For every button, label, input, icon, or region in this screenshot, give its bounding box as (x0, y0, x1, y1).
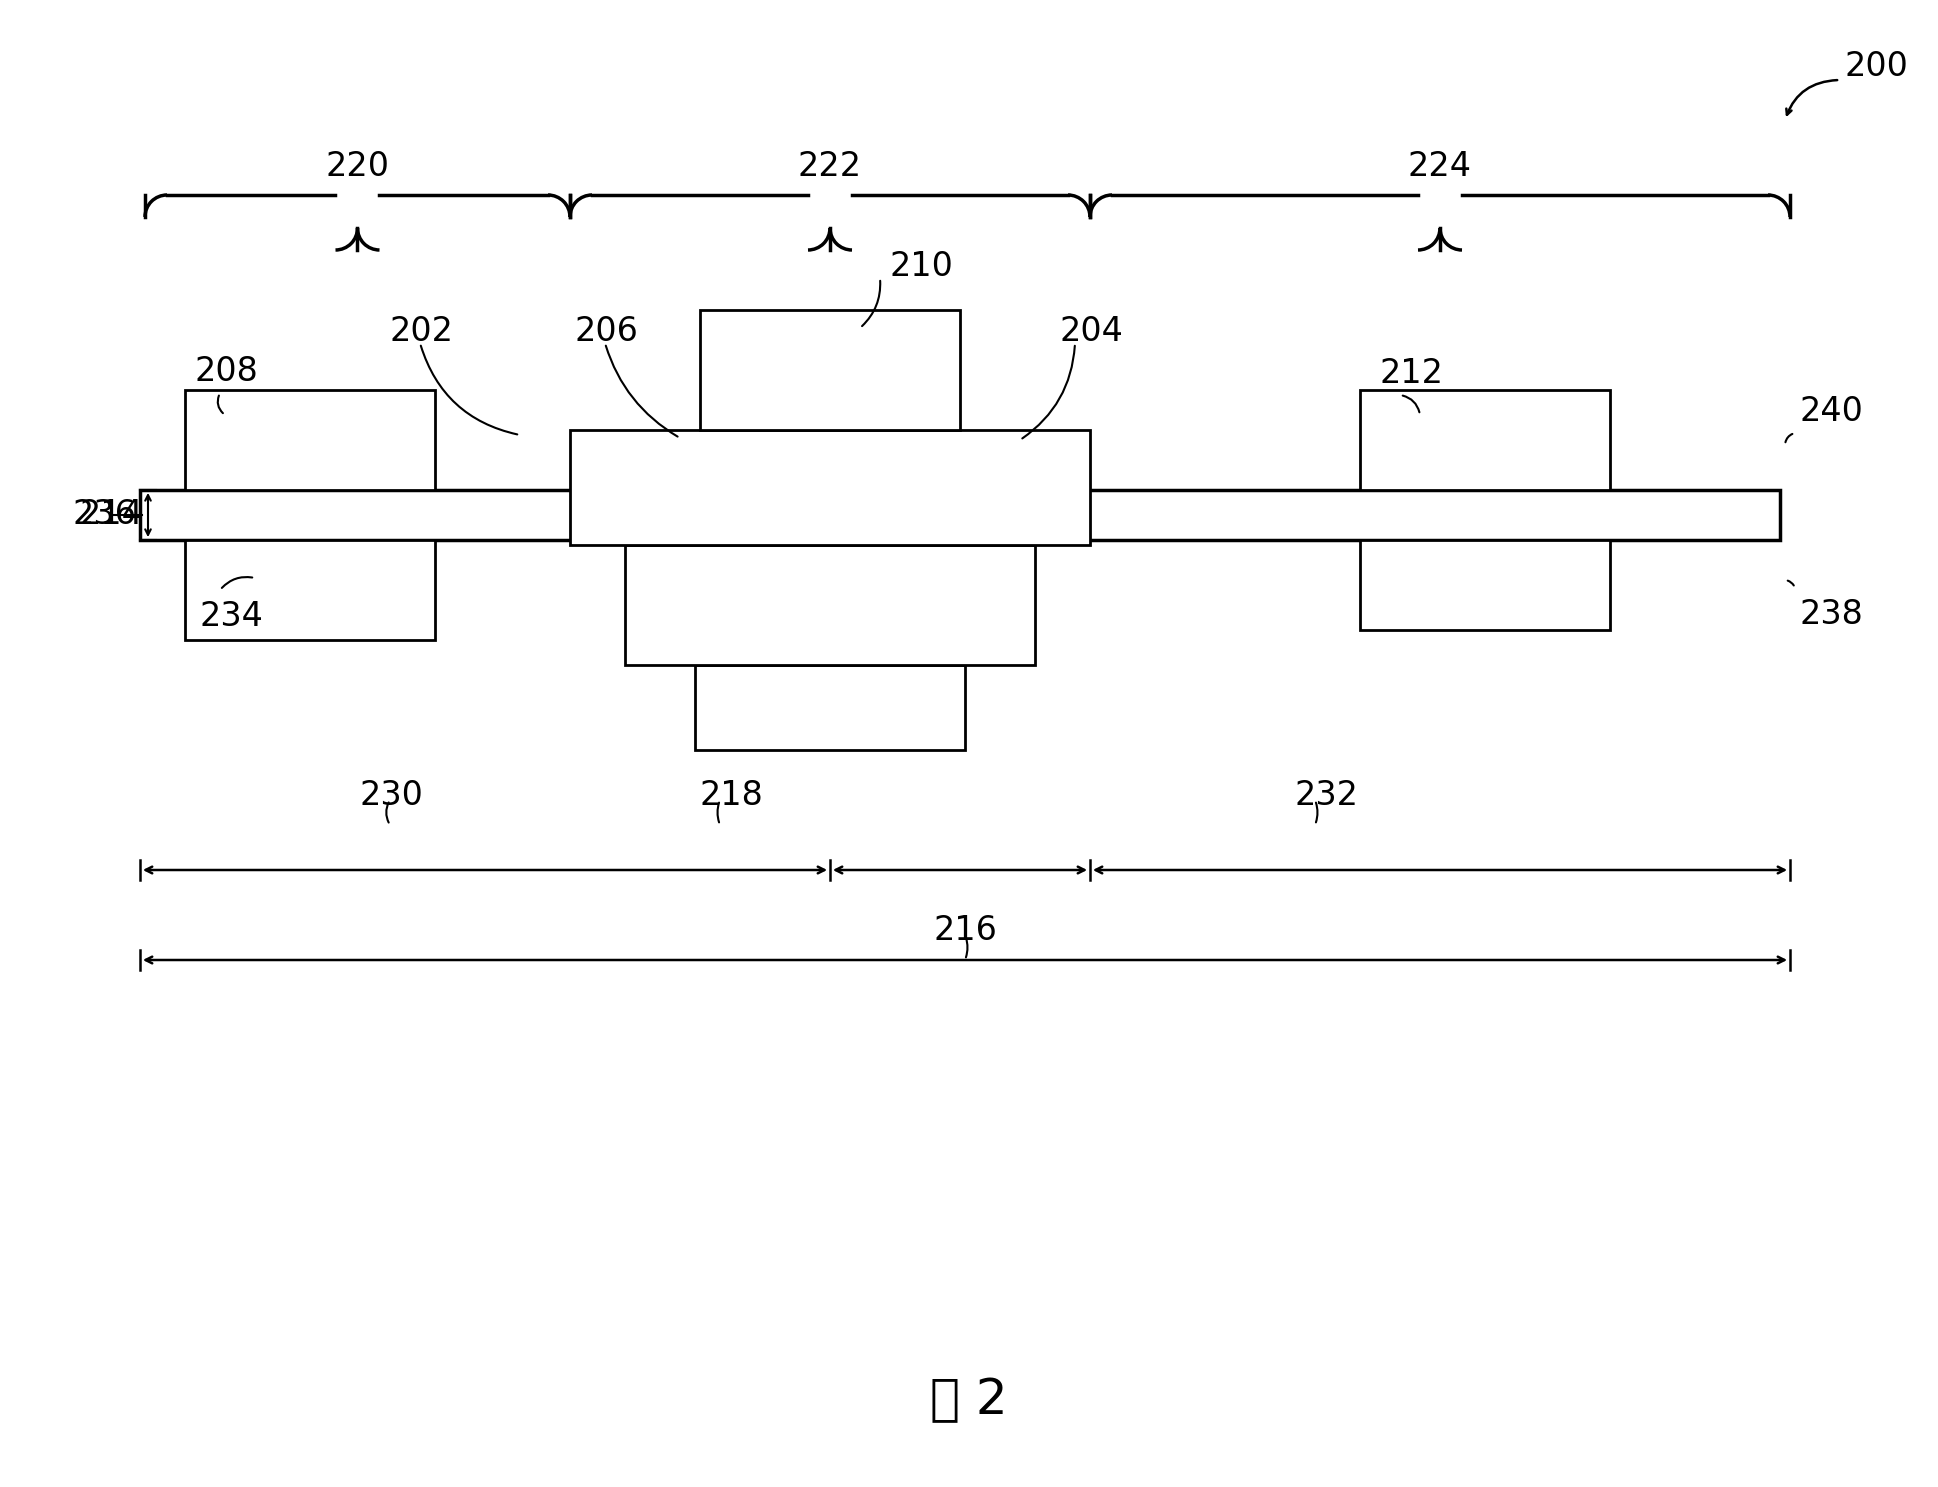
Text: 220: 220 (326, 150, 390, 183)
Bar (570, 430, 1089, 546)
Text: 图 2: 图 2 (930, 1375, 1008, 1425)
Bar (140, 491, 1779, 540)
Text: 222: 222 (798, 150, 862, 183)
Bar (1360, 540, 1610, 630)
Bar (184, 540, 434, 639)
Text: 202: 202 (390, 315, 453, 348)
Bar (184, 390, 434, 491)
Text: 230: 230 (360, 779, 424, 812)
Text: 238: 238 (1800, 598, 1864, 630)
Bar (696, 665, 965, 749)
Text: 240: 240 (1800, 396, 1864, 428)
Bar (1360, 390, 1610, 491)
Text: 208: 208 (196, 355, 260, 388)
Text: 236: 236 (72, 498, 136, 531)
Text: 204: 204 (1060, 315, 1124, 348)
Text: 210: 210 (890, 250, 953, 283)
Text: 200: 200 (1845, 51, 1909, 83)
Bar (700, 309, 959, 430)
Text: 212: 212 (1380, 357, 1444, 390)
Text: 218: 218 (700, 779, 764, 812)
Text: 234: 234 (200, 599, 264, 633)
Bar (624, 546, 1035, 665)
Text: 216: 216 (932, 915, 996, 947)
Text: 232: 232 (1295, 779, 1359, 812)
Text: 214: 214 (79, 498, 143, 531)
Text: 206: 206 (576, 315, 640, 348)
Text: 224: 224 (1409, 150, 1473, 183)
